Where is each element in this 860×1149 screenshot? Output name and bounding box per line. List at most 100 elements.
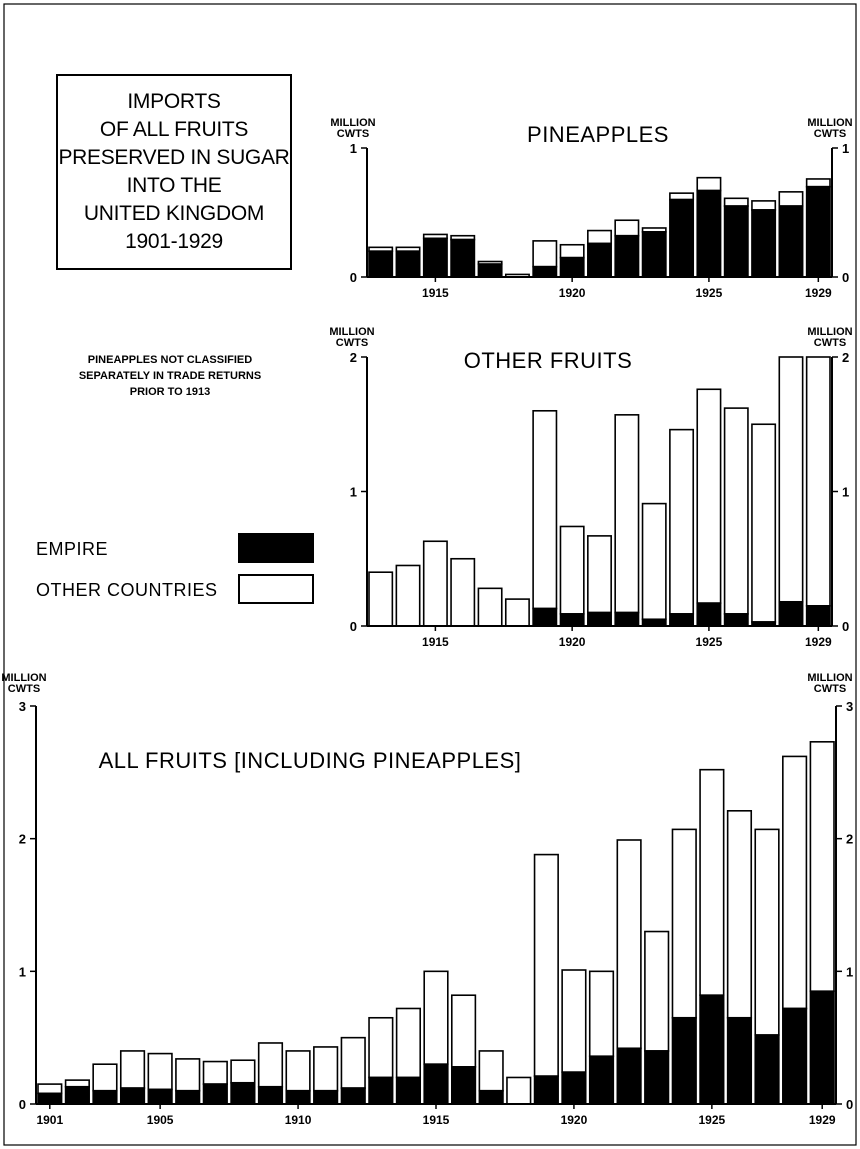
bar-other-countries: [559, 243, 585, 259]
bar-other-countries: [506, 1076, 532, 1105]
bar-other-countries: [641, 502, 667, 621]
bar-other-countries: [450, 557, 476, 627]
bar-empire: [778, 600, 804, 627]
bar-other-countries: [696, 176, 722, 192]
title-line: 1901-1929: [125, 230, 223, 253]
bar-other-countries: [202, 1060, 228, 1085]
bar-other-countries: [723, 197, 749, 207]
bar-other-countries: [368, 1016, 394, 1079]
y-axis-title-left: MILLION: [329, 326, 374, 338]
bar-other-countries: [285, 1050, 311, 1092]
bar-other-countries: [723, 407, 749, 615]
y-tick-label-left: 1: [350, 485, 357, 500]
bar-other-countries: [751, 200, 777, 211]
bar-other-countries: [809, 741, 835, 993]
bar-empire: [723, 613, 749, 627]
bar-other-countries: [504, 598, 530, 627]
bar-other-countries: [726, 810, 753, 1019]
bar-other-countries: [422, 540, 448, 627]
bar-empire: [559, 256, 585, 278]
y-axis-title-left: CWTS: [8, 683, 40, 695]
bar-other-countries: [368, 571, 394, 627]
bar-other-countries: [37, 1083, 63, 1095]
x-tick-label: 1915: [422, 635, 449, 649]
bar-empire: [616, 1047, 642, 1105]
bar-other-countries: [175, 1058, 201, 1092]
bar-empire: [587, 242, 612, 278]
y-axis-title-right: MILLION: [807, 672, 852, 684]
y-axis-title-left: MILLION: [330, 117, 375, 129]
bar-empire: [723, 205, 749, 278]
bar-other-countries: [395, 564, 421, 627]
y-tick-label-right: 0: [846, 1097, 853, 1112]
bar-empire: [778, 205, 804, 278]
title-box: IMPORTS OF ALL FRUITS PRESERVED IN SUGAR…: [56, 74, 292, 270]
bar-empire: [754, 1034, 780, 1105]
bar-empire: [532, 607, 558, 627]
bar-empire: [477, 263, 503, 278]
bar-other-countries: [230, 1059, 256, 1084]
x-tick-label: 1929: [809, 1113, 836, 1127]
note-line: PINEAPPLES NOT CLASSIFIED: [87, 354, 253, 366]
bar-other-countries: [778, 191, 804, 207]
bar-other-countries: [561, 969, 587, 1073]
y-tick-label-left: 0: [350, 270, 357, 285]
y-axis-title-left: MILLION: [1, 672, 46, 684]
bar-empire: [450, 238, 476, 278]
legend-other-swatch: [238, 574, 314, 604]
legend-other: OTHER COUNTRIES: [36, 574, 326, 608]
x-tick-label: 1915: [423, 1113, 450, 1127]
bar-other-countries: [313, 1046, 339, 1092]
bar-other-countries: [671, 828, 697, 1019]
y-tick-label-right: 3: [846, 699, 853, 714]
bar-other-countries: [805, 178, 831, 188]
bar-other-countries: [532, 409, 558, 610]
note-line: SEPARATELY IN TRADE RETURNS: [78, 370, 262, 382]
bar-other-countries: [614, 219, 640, 237]
title-line: OF ALL FRUITS: [99, 118, 249, 141]
y-tick-label-left: 0: [19, 1097, 26, 1112]
bar-other-countries: [644, 930, 670, 1052]
title-line: IMPORTS: [127, 90, 221, 113]
y-tick-label-left: 2: [350, 350, 357, 365]
legend-empire: EMPIRE: [36, 533, 326, 567]
bar-empire: [478, 1089, 504, 1105]
x-tick-label: 1929: [805, 635, 832, 649]
bar-other-countries: [119, 1050, 146, 1089]
bar-empire: [671, 1016, 697, 1105]
title-line: PRESERVED IN SUGAR: [58, 146, 290, 169]
bar-other-countries: [699, 768, 725, 997]
bar-other-countries: [751, 423, 777, 623]
bar-other-countries: [587, 229, 612, 245]
bar-empire: [450, 1066, 477, 1105]
bar-empire: [644, 1050, 670, 1105]
x-tick-label: 1929: [805, 286, 832, 300]
bar-other-countries: [696, 388, 722, 604]
bar-other-countries: [423, 970, 449, 1065]
bar-empire: [532, 265, 558, 278]
bar-empire: [422, 237, 448, 278]
bar-empire: [533, 1075, 559, 1105]
x-tick-label: 1905: [147, 1113, 174, 1127]
y-tick-label-right: 1: [842, 485, 849, 500]
bar-empire: [257, 1085, 284, 1105]
y-axis-title-left: CWTS: [337, 128, 369, 140]
bar-empire: [92, 1089, 118, 1105]
bar-empire: [726, 1016, 753, 1105]
x-tick-label: 1920: [561, 1113, 588, 1127]
bar-other-countries: [614, 414, 640, 614]
note-line: PRIOR TO 1913: [129, 386, 211, 398]
bar-empire: [64, 1085, 90, 1105]
chart-title: ALL FRUITS [INCLUDING PINEAPPLES]: [99, 748, 522, 773]
bar-empire: [669, 198, 695, 278]
y-tick-label-right: 1: [846, 964, 853, 979]
y-tick-label-left: 0: [350, 619, 357, 634]
x-tick-label: 1925: [699, 1113, 726, 1127]
bar-other-countries: [478, 1050, 504, 1092]
y-axis-title-left: CWTS: [336, 337, 368, 349]
bar-other-countries: [778, 356, 804, 603]
y-tick-label-left: 3: [19, 699, 26, 714]
classification-note: PINEAPPLES NOT CLASSIFIED SEPARATELY IN …: [40, 352, 300, 400]
